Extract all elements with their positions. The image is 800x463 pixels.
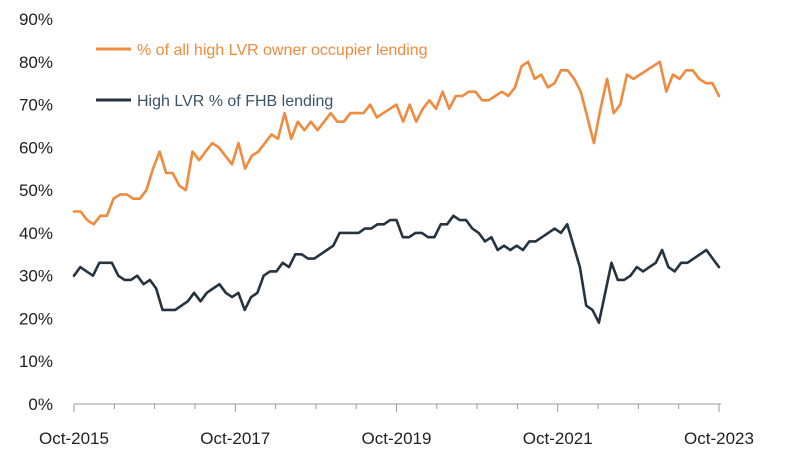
y-tick-label: 60%	[19, 138, 53, 157]
y-tick-label: 50%	[19, 181, 53, 200]
y-tick-label: 40%	[19, 224, 53, 243]
legend-label-high-lvr-fhb: High LVR % of FHB lending	[137, 93, 333, 110]
x-tick-label: Oct-2021	[523, 429, 593, 448]
y-tick-label: 90%	[19, 10, 53, 29]
x-tick-label: Oct-2015	[39, 429, 109, 448]
series-lines	[72, 60, 721, 325]
series-line-high-lvr-fhb	[72, 214, 721, 325]
y-tick-label: 20%	[19, 309, 53, 328]
y-tick-label: 30%	[19, 267, 53, 286]
x-tick-label: Oct-2017	[200, 429, 270, 448]
legend-label-high-lvr-owner-occupier: % of all high LVR owner occupier lending	[137, 42, 428, 59]
y-tick-label: 70%	[19, 96, 53, 115]
legend: % of all high LVR owner occupier lending…	[96, 42, 428, 110]
series-line-high-lvr-owner-occupier	[72, 60, 721, 226]
y-axis-tick-labels: 0% 10% 20% 30% 40% 50% 60% 70% 80% 90%	[19, 10, 53, 414]
y-tick-label: 0%	[28, 395, 53, 414]
y-tick-label: 80%	[19, 53, 53, 72]
x-tick-label: Oct-2023	[684, 429, 754, 448]
y-tick-label: 10%	[19, 352, 53, 371]
x-tick-label: Oct-2019	[362, 429, 432, 448]
x-axis	[73, 403, 721, 412]
x-axis-tick-labels: Oct-2015 Oct-2017 Oct-2019 Oct-2021 Oct-2023	[39, 429, 754, 448]
